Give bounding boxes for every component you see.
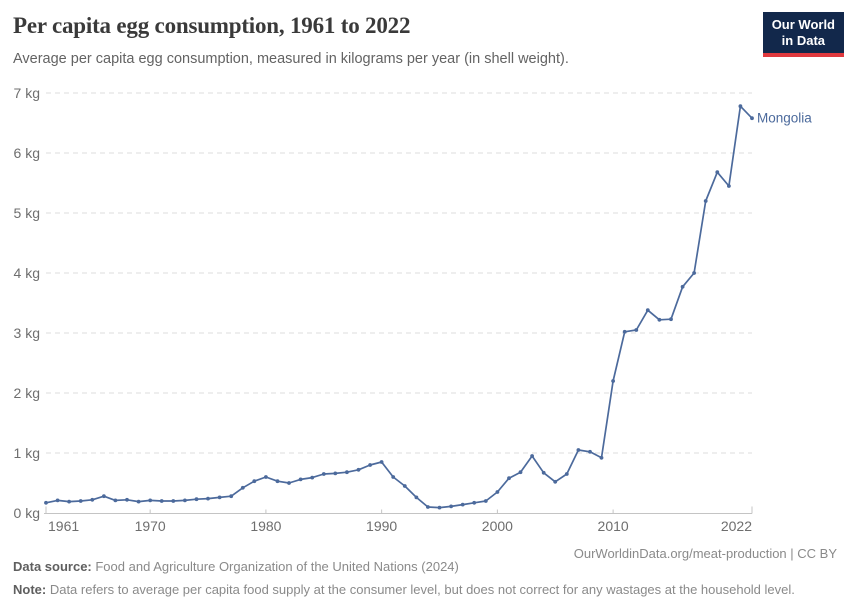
data-point	[44, 500, 48, 505]
data-point	[588, 449, 592, 454]
data-point	[217, 495, 222, 500]
data-point	[67, 499, 71, 504]
x-axis-label: 1970	[135, 518, 166, 534]
data-point	[495, 490, 500, 494]
data-point	[136, 499, 141, 504]
data-point	[738, 104, 743, 109]
owid-link[interactable]: OurWorldinData.org/meat-production | CC …	[573, 546, 837, 561]
chart-subtitle: Average per capita egg consumption, meas…	[13, 51, 569, 67]
series-label: Mongolia	[757, 111, 812, 126]
y-axis-label: 5 kg	[14, 205, 40, 221]
data-point	[264, 475, 268, 479]
data-point	[703, 199, 708, 203]
data-point	[645, 308, 650, 313]
y-axis-label: 7 kg	[14, 85, 40, 101]
data-point	[333, 471, 338, 476]
data-point	[553, 479, 558, 484]
data-point	[680, 284, 685, 289]
y-axis-label: 1 kg	[14, 445, 40, 461]
data-point	[715, 170, 720, 175]
x-axis-label: 1961	[48, 518, 79, 534]
x-axis-label: 1980	[250, 518, 281, 534]
data-line	[45, 105, 753, 509]
data-point	[368, 463, 372, 467]
data-point	[356, 467, 361, 472]
data-point	[148, 498, 153, 503]
data-point	[669, 317, 673, 322]
x-axis-label: 2022	[721, 518, 752, 534]
data-point	[622, 329, 627, 334]
data-point	[507, 476, 511, 481]
page-title: Per capita egg consumption, 1961 to 2022	[13, 13, 411, 38]
note-row: Note: Data refers to average per capita …	[13, 582, 837, 597]
data-point	[321, 472, 326, 476]
data-source-row: Data source: Food and Agriculture Organi…	[13, 559, 459, 574]
data-point	[530, 454, 534, 458]
data-point	[183, 498, 187, 503]
data-point	[310, 475, 315, 480]
data-point	[240, 485, 245, 490]
data-point	[125, 497, 129, 502]
data-point	[576, 448, 581, 452]
data-point	[78, 499, 83, 503]
data-point	[159, 499, 164, 503]
data-point	[750, 116, 754, 121]
data-point	[564, 472, 569, 476]
owid-logo-line2: in Data	[781, 33, 826, 48]
data-point	[275, 479, 280, 484]
data-point	[599, 455, 604, 460]
data-point	[287, 481, 291, 485]
data-point	[611, 379, 615, 383]
data-point	[414, 495, 419, 500]
data-point	[345, 470, 349, 475]
x-axis-label: 2010	[598, 518, 629, 534]
note-label: Note:	[13, 582, 47, 597]
y-axis-label: 4 kg	[14, 265, 40, 281]
data-point	[472, 500, 477, 505]
data-source-label: Data source:	[13, 559, 92, 574]
data-point	[113, 498, 118, 503]
data-point	[541, 470, 546, 475]
y-axis-label: 2 kg	[14, 385, 40, 401]
data-point	[379, 460, 384, 464]
y-axis-label: 3 kg	[14, 325, 40, 341]
data-point	[483, 499, 488, 503]
data-point	[449, 504, 453, 509]
data-point	[402, 484, 407, 488]
note-text: Data refers to average per capita food s…	[46, 582, 795, 597]
data-point	[657, 317, 662, 322]
data-point	[171, 499, 176, 503]
data-point	[252, 479, 257, 484]
data-source-text: Food and Agriculture Organization of the…	[91, 559, 459, 574]
x-axis-label: 1990	[366, 518, 397, 534]
data-point	[298, 477, 303, 482]
data-point	[426, 505, 430, 509]
data-point	[229, 494, 234, 499]
data-point	[518, 470, 523, 475]
owid-logo-line1: Our World	[771, 17, 835, 32]
data-point	[634, 328, 639, 332]
data-point	[460, 502, 465, 507]
data-point	[727, 184, 731, 188]
y-axis-label: 6 kg	[14, 145, 40, 161]
data-point	[437, 505, 442, 510]
data-point	[102, 494, 106, 499]
y-axis-label: 0 kg	[14, 505, 40, 521]
data-point	[55, 498, 60, 503]
owid-logo: Our World in Data	[762, 12, 844, 57]
x-axis-label: 2000	[482, 518, 513, 534]
data-point	[90, 497, 95, 502]
data-point	[692, 271, 696, 275]
data-point	[391, 475, 396, 479]
data-point	[206, 496, 210, 501]
data-point	[194, 497, 199, 502]
